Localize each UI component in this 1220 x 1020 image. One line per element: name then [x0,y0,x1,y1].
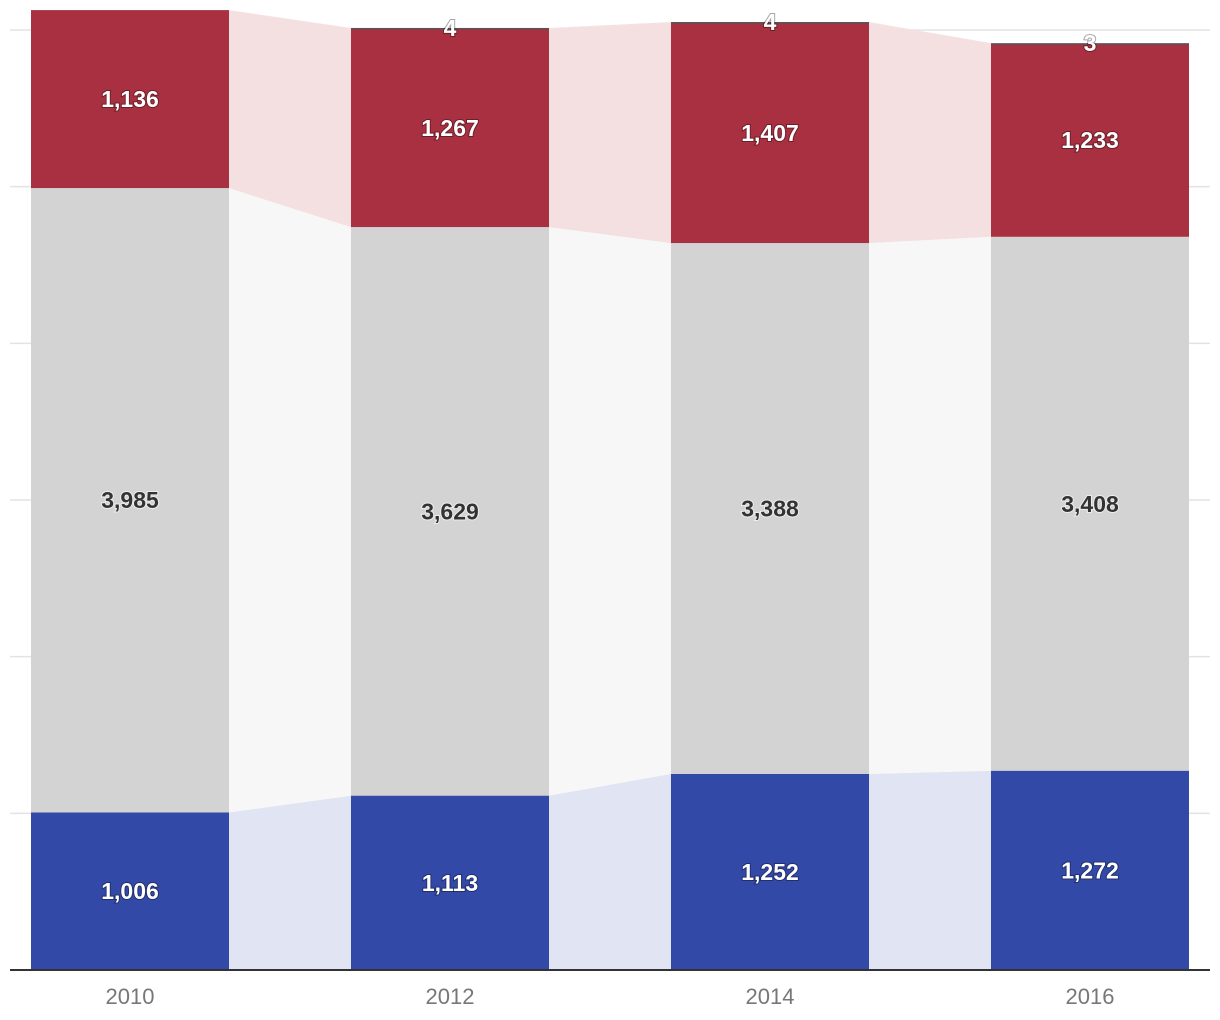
band-red [869,22,991,244]
bar-blue-2010 [31,812,229,970]
data-label: 3,629 [421,498,479,524]
bar-gray-2010 [31,188,229,813]
band-red [549,22,671,244]
bar-red-2014 [671,22,869,244]
data-label: 1,006 [101,878,159,904]
data-label: 1,136 [101,86,159,112]
band-other [549,22,671,29]
x-tick-label: 2016 [1066,984,1115,1009]
bar-blue-2014 [671,773,869,970]
data-label: 1,252 [741,859,799,885]
band-gray [229,188,351,813]
band-red [229,10,351,228]
data-label: 4 [764,9,777,35]
bar-other-2012 [351,27,549,30]
data-label: 3 [1084,30,1097,56]
data-labels: 1,006 1,113 1,252 1,272 3,985 3,629 3,388 3,408… [100,8,1120,905]
data-label: 1,407 [741,120,799,146]
x-axis: 2010 2012 2014 2016 [10,969,1210,1009]
bar-blue-2012 [351,795,549,970]
bar-other-2014 [671,22,869,24]
data-label: 1,267 [421,115,479,141]
data-label: 1,272 [1061,857,1119,883]
data-label: 4 [444,15,457,41]
data-label: 1,233 [1061,127,1119,153]
bar-red-2016 [991,43,1189,237]
band-blue [229,795,351,970]
bar-red-2012 [351,28,549,228]
bar-gray-2016 [991,236,1189,771]
data-label: 3,408 [1061,491,1119,517]
x-tick-label: 2014 [746,984,795,1009]
data-label: 3,985 [101,487,159,513]
band-other [869,22,991,44]
band-blue [549,773,671,970]
band-blue [869,770,991,970]
band-gray [549,227,671,796]
x-tick-label: 2010 [106,984,155,1009]
bars [31,10,1189,970]
band-gray [869,236,991,774]
band-other [229,10,351,29]
bar-other-2016 [991,43,1189,45]
bar-gray-2012 [351,227,549,796]
data-label: 1,113 [422,870,478,896]
bar-blue-2016 [991,770,1189,970]
bar-red-2010 [31,10,229,189]
data-label: 3,388 [741,495,799,521]
connector-bands [229,10,991,970]
x-tick-label: 2012 [426,984,475,1009]
bar-gray-2014 [671,243,869,774]
